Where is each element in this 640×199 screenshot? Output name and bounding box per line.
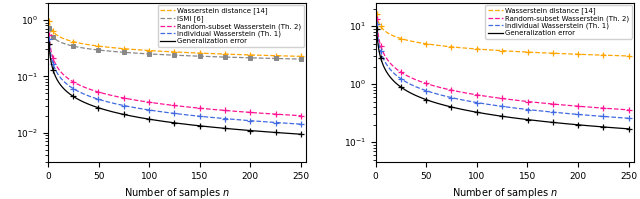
Wasserstein distance [14] bbox=[619, 55, 627, 57]
Individual Wasserstein (Th. 1) bbox=[165, 111, 173, 114]
Generalization error bbox=[182, 123, 189, 125]
Generalization error bbox=[297, 133, 305, 135]
Line: Wasserstein distance [14]: Wasserstein distance [14] bbox=[49, 21, 301, 56]
Line: Random-subset Wasserstein (Th. 2): Random-subset Wasserstein (Th. 2) bbox=[376, 20, 628, 110]
Legend: Wasserstein distance [14], ISMI [6], Random-subset Wasserstein (Th. 2), Individu: Wasserstein distance [14], ISMI [6], Ran… bbox=[157, 5, 304, 47]
Line: Generalization error: Generalization error bbox=[376, 29, 628, 129]
Generalization error bbox=[45, 42, 53, 45]
Random-subset Wasserstein (Th. 2) bbox=[252, 112, 259, 114]
Individual Wasserstein (Th. 1) bbox=[494, 105, 502, 107]
Wasserstein distance [14] bbox=[494, 49, 502, 52]
Generalization error bbox=[291, 133, 299, 135]
Random-subset Wasserstein (Th. 2) bbox=[182, 105, 189, 108]
Individual Wasserstein (Th. 1) bbox=[291, 123, 299, 125]
Random-subset Wasserstein (Th. 2) bbox=[165, 104, 173, 106]
Individual Wasserstein (Th. 1) bbox=[619, 117, 627, 119]
Generalization error bbox=[166, 121, 174, 123]
Line: Individual Wasserstein (Th. 1): Individual Wasserstein (Th. 1) bbox=[376, 24, 628, 118]
Random-subset Wasserstein (Th. 2) bbox=[166, 104, 174, 106]
Wasserstein distance [14] bbox=[492, 49, 500, 52]
Random-subset Wasserstein (Th. 2) bbox=[291, 114, 299, 117]
Wasserstein distance [14] bbox=[509, 50, 516, 53]
Wasserstein distance [14] bbox=[166, 51, 174, 53]
Generalization error bbox=[372, 27, 380, 30]
Generalization error bbox=[195, 125, 203, 127]
Random-subset Wasserstein (Th. 2) bbox=[45, 33, 53, 36]
Individual Wasserstein (Th. 1) bbox=[166, 112, 174, 114]
Random-subset Wasserstein (Th. 2) bbox=[494, 97, 502, 99]
Wasserstein distance [14] bbox=[523, 51, 531, 53]
X-axis label: Number of samples $n$: Number of samples $n$ bbox=[452, 186, 557, 199]
Generalization error bbox=[165, 121, 173, 123]
ISMI [6] bbox=[182, 55, 189, 57]
Random-subset Wasserstein (Th. 2) bbox=[579, 105, 587, 108]
Individual Wasserstein (Th. 1) bbox=[45, 38, 53, 40]
Generalization error bbox=[494, 114, 502, 117]
Line: Generalization error: Generalization error bbox=[49, 44, 301, 134]
ISMI [6] bbox=[45, 27, 53, 29]
Individual Wasserstein (Th. 1) bbox=[252, 120, 259, 122]
ISMI [6] bbox=[291, 58, 299, 60]
Individual Wasserstein (Th. 1) bbox=[297, 123, 305, 125]
ISMI [6] bbox=[166, 54, 174, 56]
Random-subset Wasserstein (Th. 2) bbox=[509, 99, 516, 101]
Generalization error bbox=[492, 114, 500, 117]
Generalization error bbox=[579, 124, 587, 127]
Individual Wasserstein (Th. 1) bbox=[625, 117, 632, 119]
ISMI [6] bbox=[252, 57, 259, 59]
Wasserstein distance [14] bbox=[297, 55, 305, 58]
Wasserstein distance [14] bbox=[182, 51, 189, 54]
ISMI [6] bbox=[297, 58, 305, 60]
Wasserstein distance [14] bbox=[165, 51, 173, 53]
ISMI [6] bbox=[165, 54, 173, 56]
Individual Wasserstein (Th. 1) bbox=[579, 114, 587, 116]
Individual Wasserstein (Th. 1) bbox=[182, 113, 189, 116]
Generalization error bbox=[523, 118, 531, 121]
Wasserstein distance [14] bbox=[195, 52, 203, 54]
ISMI [6] bbox=[195, 55, 203, 57]
Wasserstein distance [14] bbox=[45, 20, 53, 22]
Individual Wasserstein (Th. 1) bbox=[492, 104, 500, 107]
Individual Wasserstein (Th. 1) bbox=[372, 22, 380, 25]
Individual Wasserstein (Th. 1) bbox=[509, 107, 516, 109]
Random-subset Wasserstein (Th. 2) bbox=[625, 109, 632, 111]
X-axis label: Number of samples $n$: Number of samples $n$ bbox=[124, 186, 230, 199]
Random-subset Wasserstein (Th. 2) bbox=[297, 114, 305, 117]
Generalization error bbox=[625, 128, 632, 130]
Line: Individual Wasserstein (Th. 1): Individual Wasserstein (Th. 1) bbox=[49, 39, 301, 124]
Legend: Wasserstein distance [14], Random-subset Wasserstein (Th. 2), Individual Wassers: Wasserstein distance [14], Random-subset… bbox=[485, 5, 632, 39]
Wasserstein distance [14] bbox=[372, 13, 380, 15]
Line: ISMI [6]: ISMI [6] bbox=[49, 28, 301, 59]
Random-subset Wasserstein (Th. 2) bbox=[523, 100, 531, 103]
Wasserstein distance [14] bbox=[252, 54, 259, 56]
Generalization error bbox=[509, 117, 516, 119]
Line: Wasserstein distance [14]: Wasserstein distance [14] bbox=[376, 14, 628, 56]
Wasserstein distance [14] bbox=[625, 55, 632, 57]
Individual Wasserstein (Th. 1) bbox=[523, 108, 531, 111]
Random-subset Wasserstein (Th. 2) bbox=[195, 107, 203, 109]
Wasserstein distance [14] bbox=[291, 55, 299, 57]
Line: Random-subset Wasserstein (Th. 2): Random-subset Wasserstein (Th. 2) bbox=[49, 35, 301, 116]
Random-subset Wasserstein (Th. 2) bbox=[492, 97, 500, 99]
Generalization error bbox=[252, 130, 259, 132]
Wasserstein distance [14] bbox=[579, 53, 587, 56]
Random-subset Wasserstein (Th. 2) bbox=[372, 18, 380, 21]
Generalization error bbox=[619, 127, 627, 130]
Individual Wasserstein (Th. 1) bbox=[195, 115, 203, 117]
Random-subset Wasserstein (Th. 2) bbox=[619, 108, 627, 111]
